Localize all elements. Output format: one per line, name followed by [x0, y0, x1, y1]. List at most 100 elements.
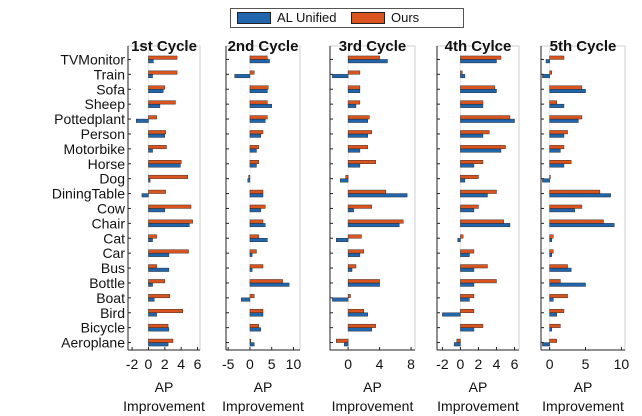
- panel-4-bar-al-unified-sofa: [460, 89, 497, 93]
- panel-5-bar-ours-cow: [549, 204, 583, 209]
- panel-4-bar-ours-cow: [460, 204, 479, 209]
- panel-3-xtick-label: 4: [376, 356, 384, 372]
- panel-1-xtick-label: 0: [145, 356, 153, 372]
- panel-2-bar-ours-train: [249, 70, 255, 75]
- panel-2-bar-ours-horse: [249, 160, 259, 164]
- panel-1-xtick-label: 6: [194, 356, 202, 372]
- panel-1-bar-ours-boat: [148, 294, 170, 299]
- panel-2-xlabel-line1: AP: [254, 379, 273, 395]
- panel-5-bar-ours-train: [549, 70, 552, 75]
- panel-1-bar-ours-sheep: [148, 100, 176, 105]
- panel-4-xtick-label: 2: [475, 356, 483, 372]
- panel-3-bar-al-unified-aeroplane: [343, 342, 349, 347]
- panel-4-bar-ours-person: [460, 130, 490, 135]
- category-label-dog: Dog: [99, 171, 125, 187]
- panel-1-bar-ours-bird: [148, 309, 184, 313]
- panel-1-bar-al-unified-boat: [148, 297, 155, 302]
- category-label-bicycle: Bicycle: [81, 320, 126, 336]
- panel-2-bar-ours-pottedplant: [249, 115, 268, 120]
- panel-5-xtick-label: 5: [582, 356, 590, 372]
- panel-3-bar-al-unified-bird: [347, 312, 368, 317]
- panel-3-bar-ours-pottedplant: [347, 115, 370, 120]
- panel-3-bar-al-unified-bicycle: [347, 327, 372, 332]
- panel-5-bar-al-unified-cat: [549, 238, 552, 242]
- panel-2-bar-ours-tvmonitor: [249, 55, 268, 60]
- panel-4-xtick-label: 0: [457, 356, 465, 372]
- panel-3-bar-al-unified-diningtable: [347, 193, 408, 198]
- panel-5-bar-al-unified-diningtable: [549, 193, 611, 198]
- panel-5-bar-al-unified-bird: [549, 312, 557, 317]
- panel-5-bar-ours-horse: [549, 160, 572, 164]
- category-label-diningtable: DiningTable: [52, 186, 125, 202]
- panel-2-bar-al-unified-dog: [247, 178, 251, 183]
- panel-1-xtick-label: 4: [177, 356, 185, 372]
- panel-4-bar-al-unified-boat: [460, 297, 470, 302]
- panel-3-bar-ours-train: [347, 70, 361, 75]
- panel-2-bar-al-unified-horse: [249, 163, 257, 168]
- legend-swatch-ours: [351, 12, 385, 24]
- panel-1-bar-ours-person: [148, 130, 166, 135]
- panel-1-bar-al-unified-pottedplant: [135, 118, 149, 123]
- category-label-cat: Cat: [103, 230, 125, 246]
- panel-1-bar-ours-pottedplant: [148, 115, 157, 120]
- panel-2-xtick-label: 10: [286, 356, 302, 372]
- panel-5-bar-ours-aeroplane: [549, 338, 557, 343]
- panel-3-bar-ours-cat: [347, 234, 362, 239]
- panel-3-xlabel-line1: AP: [363, 379, 382, 395]
- panel-2-bar-ours-sofa: [249, 85, 269, 90]
- panel-4-bar-ours-bicycle: [460, 323, 484, 328]
- panel-4-bar-ours-sheep: [460, 100, 484, 105]
- category-label-motorbike: Motorbike: [64, 141, 126, 157]
- category-label-bottle: Bottle: [89, 275, 125, 291]
- panel-5-bar-ours-person: [549, 130, 568, 135]
- panel-1-bar-al-unified-train: [148, 74, 153, 79]
- panel-3-bar-ours-aeroplane: [336, 338, 349, 343]
- category-label-tvmonitor: TVMonitor: [60, 51, 125, 67]
- panel-1-bar-ours-motorbike: [148, 145, 167, 150]
- panel-1-bar-al-unified-bottle: [148, 282, 153, 287]
- panel-3-bar-ours-tvmonitor: [347, 55, 380, 60]
- panel-4-bar-ours-dog: [460, 174, 479, 179]
- panel-5-xlabel-line2: Improvement: [542, 398, 624, 414]
- panel-1-bar-ours-diningtable: [148, 189, 166, 194]
- panel-2-bar-ours-bicycle: [249, 323, 259, 328]
- panel-4-bar-al-unified-bicycle: [460, 327, 475, 332]
- category-label-person: Person: [81, 126, 125, 142]
- panel-1-bar-ours-bicycle: [148, 323, 169, 328]
- category-label-chair: Chair: [92, 215, 126, 231]
- panel-3-bar-al-unified-motorbike: [347, 148, 361, 153]
- panel-1-title: 1st Cycle: [131, 38, 197, 55]
- panel-4-bar-al-unified-bus: [460, 267, 475, 272]
- panel-4-bar-ours-car: [460, 249, 475, 254]
- panel-2-bar-al-unified-boat: [241, 297, 251, 302]
- panel-1-bar-al-unified-car: [148, 252, 170, 257]
- panel-2-bar-ours-boat: [249, 294, 255, 299]
- panel-5-bar-ours-tvmonitor: [549, 55, 565, 60]
- panel-2-bar-ours-car: [249, 249, 257, 254]
- panel-5-bar-al-unified-bus: [549, 267, 572, 272]
- panel-4-bar-al-unified-cat: [457, 238, 461, 242]
- panel-1-bar-al-unified-sofa: [148, 89, 164, 93]
- panel-5-bar-al-unified-chair: [549, 223, 615, 228]
- panel-1-bar-al-unified-diningtable: [141, 193, 149, 198]
- panel-1-bar-ours-cat: [148, 234, 157, 239]
- panel-5-bar-al-unified-bicycle: [549, 327, 552, 332]
- panel-1-bar-ours-cow: [148, 204, 192, 209]
- panel-1-bar-ours-train: [148, 70, 178, 75]
- panel-1-bar-al-unified-motorbike: [148, 148, 153, 153]
- panel-3-bar-ours-bird: [347, 309, 365, 313]
- panel-3-bar-al-unified-horse: [347, 163, 361, 168]
- panel-4-bar-al-unified-chair: [460, 223, 511, 228]
- panel-5-bar-al-unified-sheep: [549, 103, 565, 108]
- panel-3-bar-al-unified-bus: [347, 267, 353, 272]
- panel-5-bar-al-unified-motorbike: [549, 148, 561, 153]
- panel-1-bar-al-unified-cow: [148, 208, 166, 213]
- panel-3-bar-ours-bicycle: [347, 323, 376, 328]
- panel-4-bar-ours-tvmonitor: [460, 55, 502, 60]
- panel-4-bar-al-unified-motorbike: [460, 148, 502, 153]
- panel-4-bar-al-unified-sheep: [460, 103, 484, 108]
- panel-5-bar-ours-bus: [549, 264, 568, 269]
- category-label-boat: Boat: [96, 290, 125, 306]
- panel-5-bar-ours-car: [549, 249, 554, 254]
